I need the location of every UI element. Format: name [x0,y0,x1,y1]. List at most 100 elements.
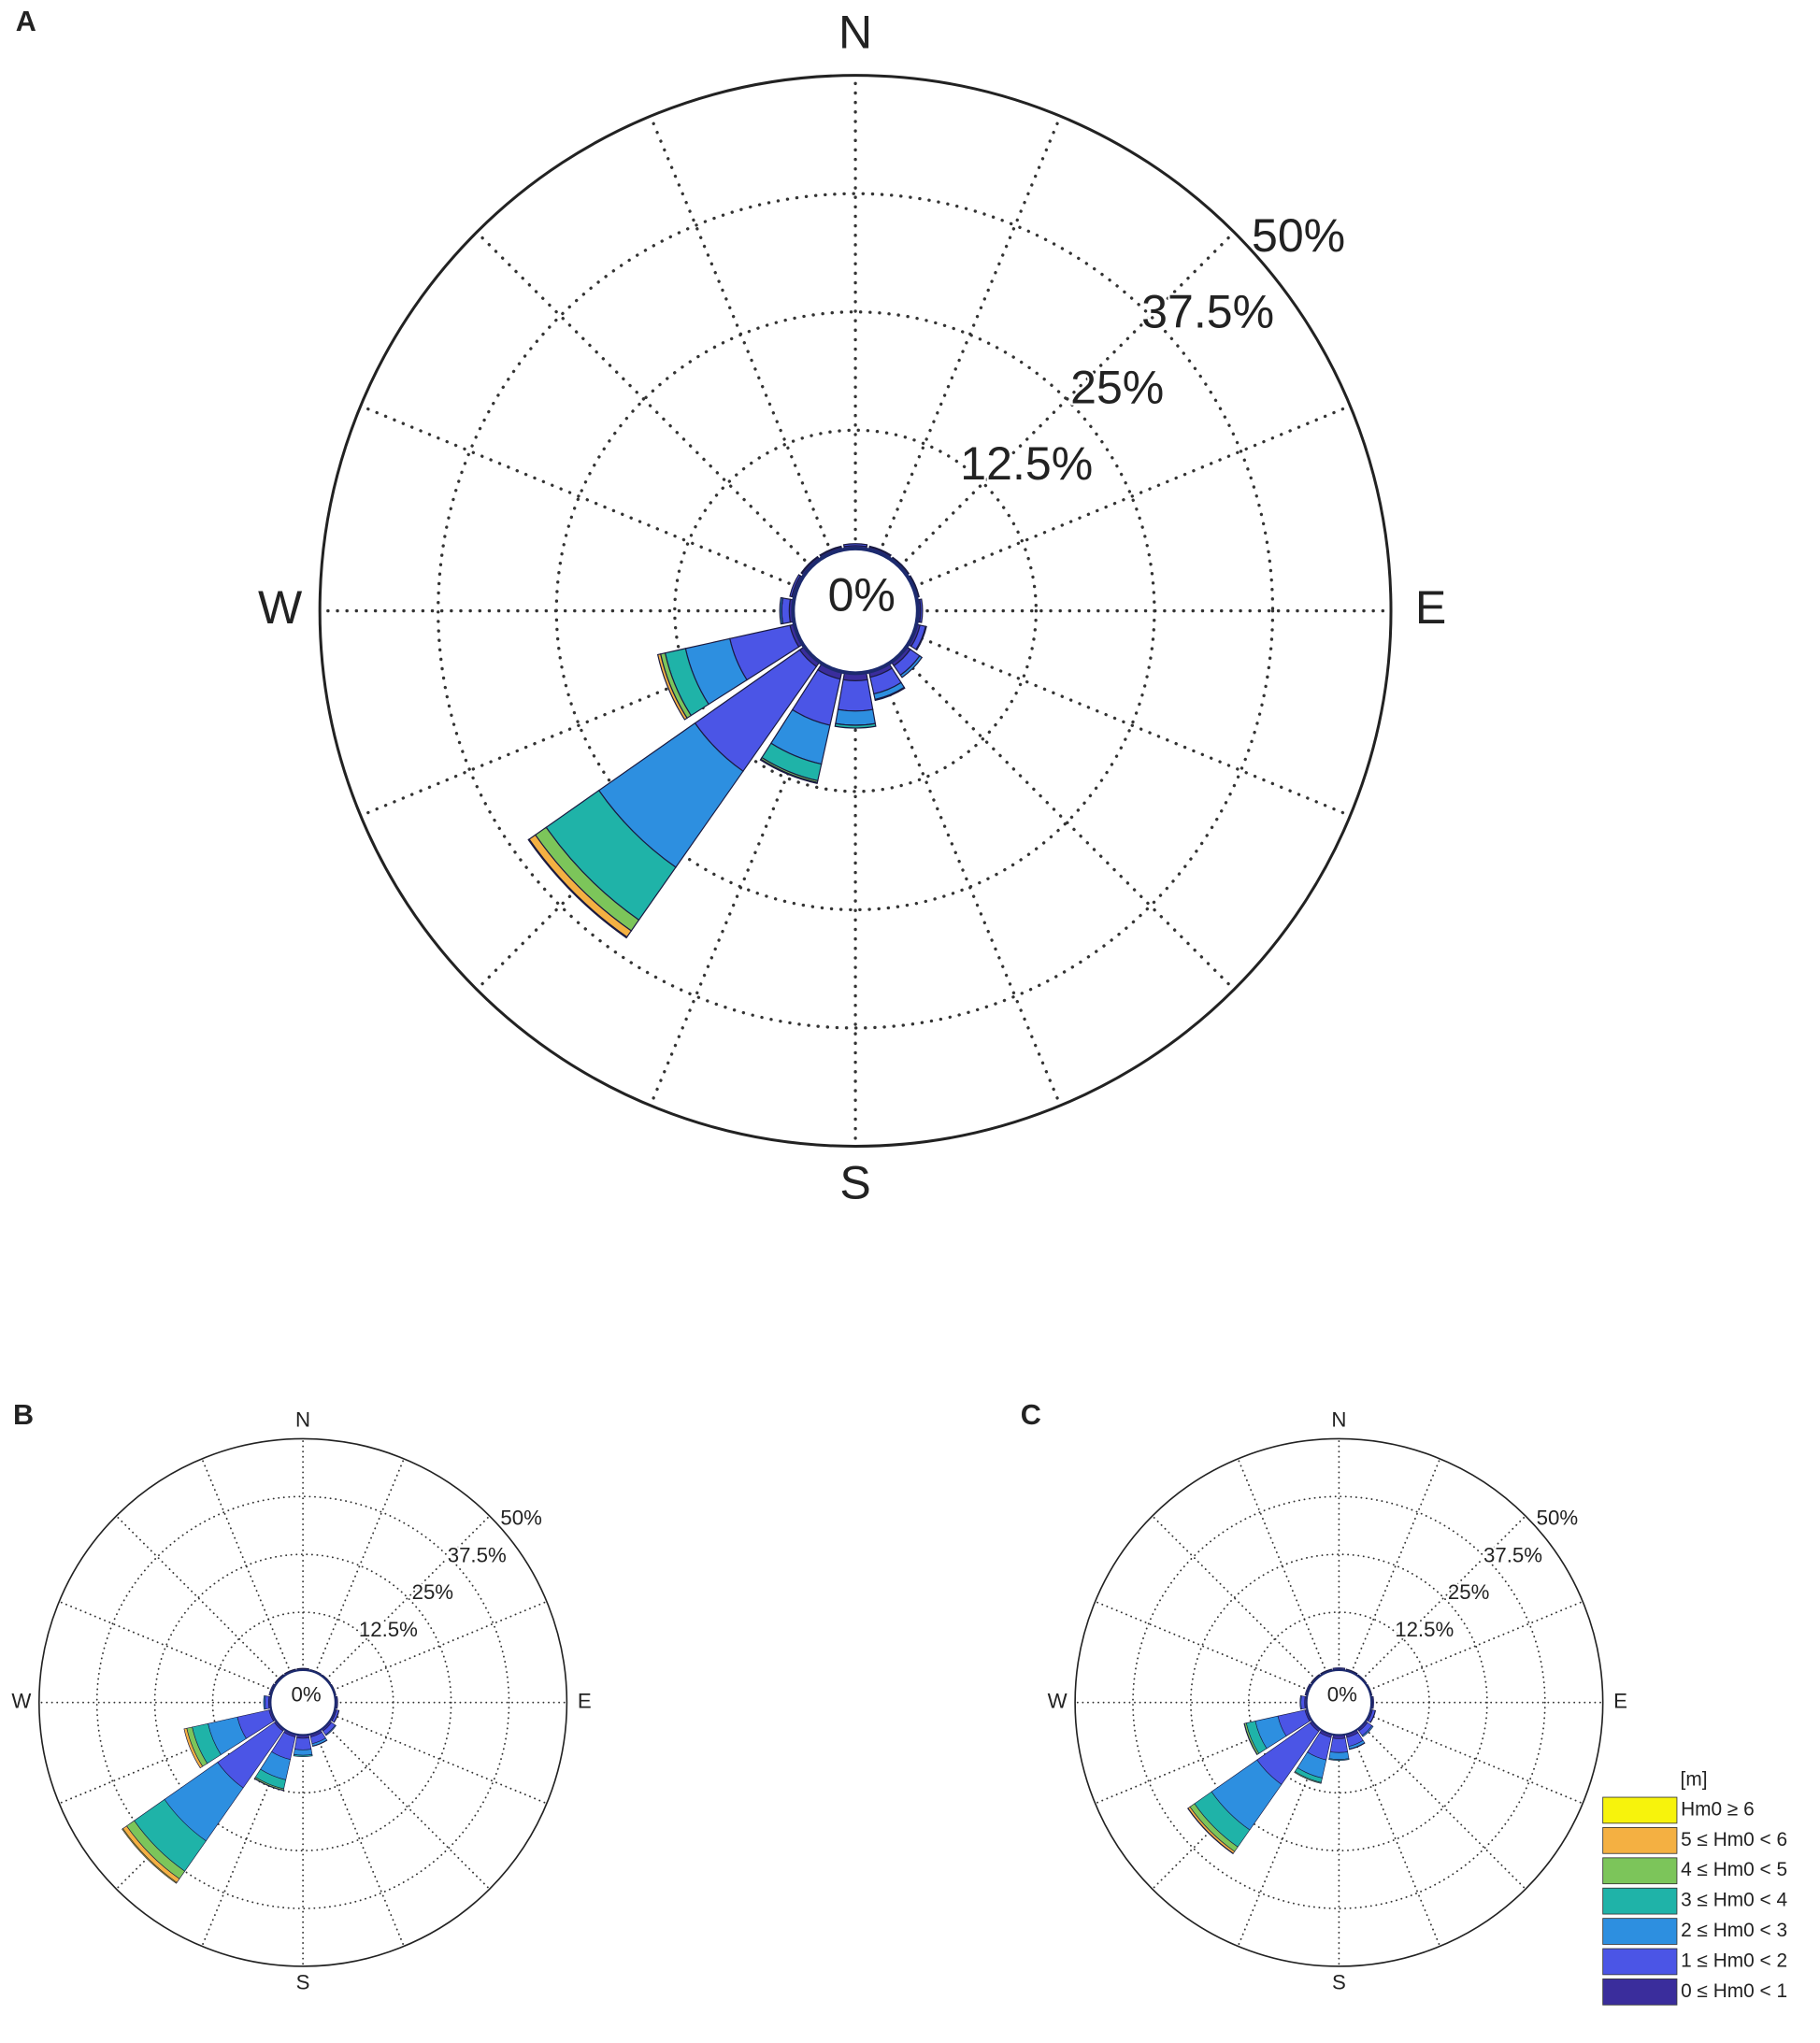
legend-swatch [1602,1979,1678,2006]
grid-spoke [359,633,800,818]
grid-spoke [58,1714,274,1805]
sector [265,1695,270,1710]
compass-label: S [296,1971,310,1994]
legend-swatch [1602,1948,1678,1976]
sector [1332,1667,1346,1670]
grid-spoke [1368,1714,1584,1805]
outer-ring [37,1437,568,1967]
sector [874,686,906,702]
legend-label: 0 ≤ Hm0 < 1 [1681,1980,1787,2002]
ring-label: 25% [412,1580,454,1604]
grid-ring [1132,1495,1546,1909]
legend-label: Hm0 ≥ 6 [1681,1798,1755,1820]
ring-label: 50% [1252,209,1345,262]
sector [759,758,819,785]
grid-spoke [1151,1724,1317,1891]
panel-label: C [1021,1399,1041,1431]
sector [122,1828,178,1884]
outer-ring [1074,1437,1604,1967]
compass-label: N [1331,1407,1346,1431]
sector [293,1753,313,1758]
sector [915,625,927,651]
grid-spoke [911,633,1353,818]
grid-spoke [1237,1457,1327,1674]
compass-label: S [1332,1971,1346,1994]
ring-label: 37.5% [448,1543,507,1566]
sector [333,1709,340,1723]
sector [263,1694,266,1710]
grid-ring [554,310,1156,912]
grid-spoke [1350,1731,1441,1948]
ring-label: 0% [828,568,896,621]
ring-label: 25% [1070,362,1164,414]
grid-spoke [332,1600,548,1692]
grid-spoke [115,1724,281,1891]
compass-label: E [1613,1690,1627,1713]
legend-label: 3 ≤ Hm0 < 4 [1681,1890,1787,1911]
panel: B 0% 12.5% 25% 37.5% 50% N E S W [11,1399,591,1994]
sector [1294,1771,1322,1784]
sector [837,679,874,712]
ring-label: 0% [292,1683,322,1707]
legend-swatch [1602,1887,1678,1915]
ring-label: 50% [1537,1507,1579,1530]
sector [1187,1807,1234,1854]
sector [1300,1695,1306,1710]
grid-spoke [1361,1515,1526,1680]
grid-spoke [1368,1600,1584,1692]
sector [899,654,924,679]
ring-label: 50% [500,1507,542,1530]
ring-label: 37.5% [1141,285,1274,337]
grid-ring [1247,1611,1430,1794]
center-circle [1305,1668,1373,1736]
sector [294,1736,312,1750]
sector [324,1724,337,1736]
sector [268,1683,275,1696]
grid-spoke [115,1515,281,1680]
ring-label: 12.5% [359,1618,418,1641]
grid-ring [95,1495,510,1909]
sector [183,1727,204,1769]
sector [835,708,877,726]
sector [1299,1695,1302,1710]
sector [274,1674,284,1684]
sector [1243,1722,1258,1756]
sector [842,543,868,548]
center-circle [791,546,920,676]
panel-label: B [13,1399,34,1431]
grid-spoke [475,230,813,569]
legend-swatch [1602,1857,1678,1885]
sector [527,838,628,939]
legend-swatch [1602,1796,1678,1824]
grid-spoke [58,1600,274,1692]
grid-spoke [1237,1731,1327,1948]
grid-ring [211,1611,394,1794]
compass-label: E [578,1690,592,1713]
grid-spoke [314,1457,406,1674]
sector [283,1668,296,1675]
center-circle [269,1668,337,1736]
ring-label: 37.5% [1483,1543,1542,1566]
grid-spoke [314,1731,406,1948]
sector [1328,1751,1350,1760]
compass-label: N [295,1407,310,1431]
sector [336,1695,338,1709]
grid-spoke [359,404,800,589]
sector [312,1739,328,1748]
legend-title: [m] [1681,1768,1708,1790]
ring-label: 0% [1327,1683,1357,1707]
ring-label: 12.5% [960,437,1093,490]
grid-spoke [1361,1724,1526,1891]
grid-ring [153,1553,452,1852]
sector [1371,1695,1374,1709]
compass-label: W [1048,1690,1068,1713]
sector [1345,1668,1358,1675]
grid-spoke [1151,1515,1317,1680]
grid-ring [673,428,1039,793]
sector [656,653,688,721]
ring-label: 12.5% [1395,1618,1454,1641]
sector [834,722,877,729]
compass-label: W [258,581,303,634]
sector [1349,1742,1366,1750]
